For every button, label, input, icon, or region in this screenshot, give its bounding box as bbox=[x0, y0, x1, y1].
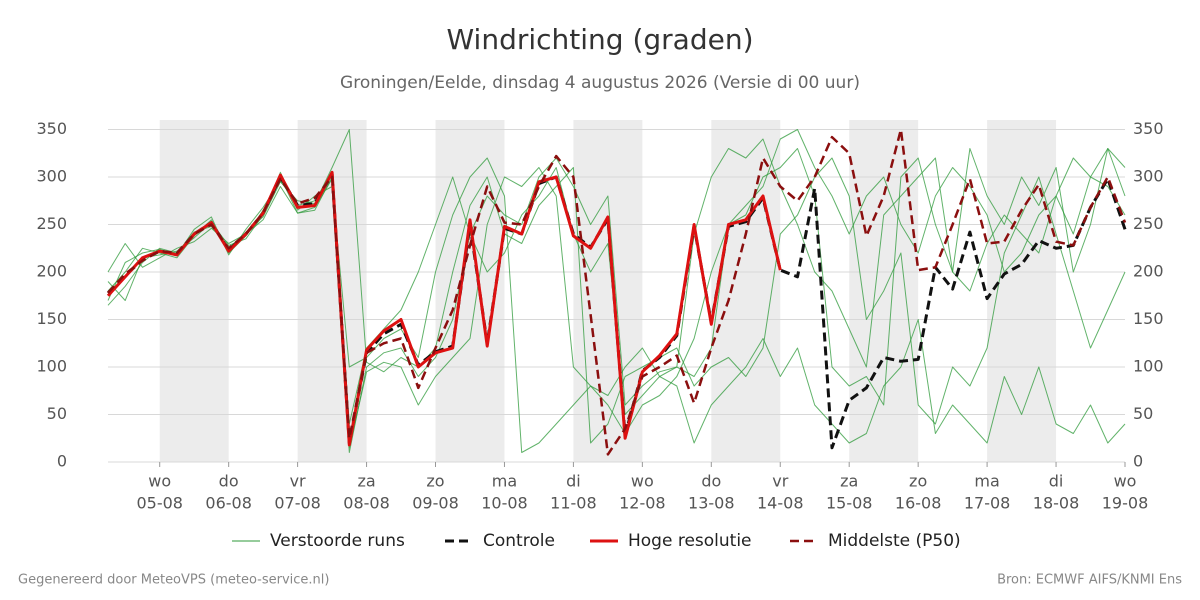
x-tick-label: 06-08 bbox=[205, 494, 252, 513]
x-tick-weekday: zo bbox=[909, 472, 927, 491]
legend-label: Middelste (P50) bbox=[828, 531, 961, 551]
x-tick-weekday: zo bbox=[426, 472, 444, 491]
y-tick-label: 50 bbox=[47, 404, 67, 423]
y2-tick-label: 250 bbox=[1133, 214, 1164, 233]
y-tick-label: 350 bbox=[36, 119, 67, 138]
x-tick-weekday: di bbox=[1049, 472, 1064, 491]
weekend-shade bbox=[711, 120, 781, 462]
y-tick-label: 300 bbox=[36, 167, 67, 186]
weekend-shade bbox=[159, 120, 229, 462]
y2-tick-label: 0 bbox=[1133, 452, 1143, 471]
x-tick-weekday: vr bbox=[772, 472, 788, 491]
x-tick-label: 13-08 bbox=[688, 494, 735, 513]
y2-tick-label: 50 bbox=[1133, 404, 1153, 423]
legend-label: Controle bbox=[483, 531, 555, 551]
footer-right: Bron: ECMWF AIFS/KNMI Ens bbox=[997, 573, 1182, 588]
x-tick-weekday: wo bbox=[631, 472, 654, 491]
y-tick-label: 250 bbox=[36, 214, 67, 233]
x-tick-weekday: wo bbox=[1114, 472, 1137, 491]
x-tick-weekday: vr bbox=[290, 472, 306, 491]
x-tick-label: 08-08 bbox=[343, 494, 390, 513]
y2-tick-label: 100 bbox=[1133, 357, 1164, 376]
y-tick-label: 100 bbox=[36, 357, 67, 376]
x-tick-label: 10-08 bbox=[481, 494, 528, 513]
y2-tick-label: 200 bbox=[1133, 262, 1164, 281]
y-tick-label: 0 bbox=[57, 452, 67, 471]
x-tick-weekday: za bbox=[840, 472, 858, 491]
x-tick-label: 17-08 bbox=[964, 494, 1011, 513]
x-tick-weekday: za bbox=[357, 472, 375, 491]
y2-tick-label: 350 bbox=[1133, 119, 1164, 138]
x-tick-label: 05-08 bbox=[136, 494, 183, 513]
x-tick-label: 16-08 bbox=[895, 494, 942, 513]
series-line bbox=[107, 128, 1127, 456]
x-tick-label: 14-08 bbox=[757, 494, 804, 513]
ensemble-run bbox=[107, 129, 1126, 444]
legend-label: Verstoorde runs bbox=[270, 531, 405, 551]
x-tick-label: 18-08 bbox=[1033, 494, 1080, 513]
x-tick-weekday: ma bbox=[492, 472, 517, 491]
x-tick-weekday: do bbox=[701, 472, 721, 491]
x-tick-label: 12-08 bbox=[619, 494, 666, 513]
y-tick-label: 150 bbox=[36, 309, 67, 328]
x-tick-weekday: di bbox=[566, 472, 581, 491]
y-tick-label: 200 bbox=[36, 262, 67, 281]
x-tick-label: 07-08 bbox=[274, 494, 321, 513]
legend-label: Hoge resolutie bbox=[628, 531, 752, 551]
x-tick-label: 09-08 bbox=[412, 494, 459, 513]
x-tick-weekday: do bbox=[219, 472, 239, 491]
x-tick-label: 11-08 bbox=[550, 494, 597, 513]
chart-subtitle: Groningen/Eelde, dinsdag 4 augustus 2026… bbox=[340, 73, 860, 93]
footer-left: Gegenereerd door MeteoVPS (meteo-service… bbox=[18, 573, 329, 588]
x-tick-label: 19-08 bbox=[1102, 494, 1149, 513]
x-tick-label: 15-08 bbox=[826, 494, 873, 513]
x-tick-weekday: wo bbox=[148, 472, 171, 491]
chart-title: Windrichting (graden) bbox=[446, 23, 753, 56]
x-tick-weekday: ma bbox=[974, 472, 999, 491]
y2-tick-label: 150 bbox=[1133, 309, 1164, 328]
y2-tick-label: 300 bbox=[1133, 167, 1164, 186]
